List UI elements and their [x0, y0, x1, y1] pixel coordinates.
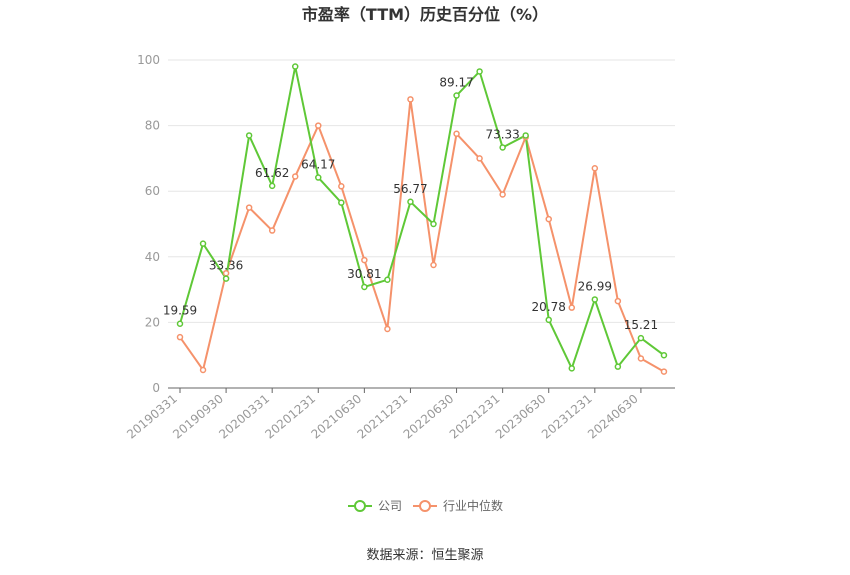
legend[interactable]: 公司 行业中位数: [348, 498, 503, 513]
series-line-1: [179, 98, 665, 373]
axes: 0 20 40 60 80 100 2019033120190930202003312020…: [124, 53, 675, 442]
y-tick-label-100: 100: [137, 53, 160, 67]
series-0-point-1: [199, 240, 207, 247]
series-0-point-2: [222, 275, 230, 282]
x-tick-label-20210630: 20210630: [309, 392, 365, 442]
series-1-point-11: [430, 261, 437, 269]
legend-industry-marker: [419, 500, 431, 512]
x-tick-label-20231231: 20231231: [539, 392, 595, 442]
series-0-point-18: [591, 296, 599, 303]
series-1-point-6: [315, 122, 322, 129]
legend-item-industry[interactable]: 行业中位数: [413, 498, 503, 513]
series-0-point-13: [476, 68, 483, 75]
y-tick-label-60: 60: [145, 184, 160, 198]
data-label-30.81: 30.81: [347, 267, 381, 281]
x-tick-label-20190331: 20190331: [124, 392, 180, 442]
data-label-19.59: 19.59: [163, 304, 197, 318]
series-1-point-16: [545, 215, 552, 223]
series-0-point-12: [453, 92, 460, 99]
series-0-point-21: [660, 351, 668, 359]
series-0-point-19: [614, 363, 622, 370]
x-tick-label-20201231: 20201231: [262, 392, 318, 442]
series-1-point-8: [361, 256, 368, 264]
legend-item-company[interactable]: 公司: [348, 499, 402, 513]
series-1-point-19: [614, 297, 622, 305]
series-0-point-8: [361, 283, 368, 291]
series-1-point-20: [637, 355, 645, 362]
data-label-56.77: 56.77: [393, 182, 427, 196]
series-1-point-18: [591, 164, 599, 172]
series-1-point-17: [568, 304, 576, 311]
grid: [168, 59, 675, 323]
data-label-15.21: 15.21: [624, 318, 658, 332]
series-1-point-9: [384, 325, 391, 333]
y-tick-label-40: 40: [145, 250, 160, 264]
data-label-33.36: 33.36: [209, 259, 243, 273]
series-0-point-17: [568, 365, 576, 372]
x-tick-label-20190930: 20190930: [170, 392, 226, 442]
y-tick-label-80: 80: [145, 119, 160, 133]
series-1-point-12: [453, 130, 460, 138]
series-1-point-4: [268, 227, 276, 234]
x-tick-label-20230630: 20230630: [493, 392, 549, 442]
series-1-point-21: [660, 368, 668, 375]
legend-company-marker: [354, 500, 366, 512]
series-0-point-0: [176, 320, 184, 327]
x-tick-label-20240630: 20240630: [585, 392, 641, 442]
y-tick-label-20: 20: [145, 315, 160, 329]
series-1-point-5: [291, 173, 299, 180]
data-label-26.99: 26.99: [578, 279, 612, 293]
data-label-73.33: 73.33: [485, 127, 519, 141]
series-0-point-10: [407, 198, 414, 206]
series-line-0: [179, 65, 665, 370]
x-tick-label-20221231: 20221231: [447, 392, 503, 442]
data-labels: 19.59 33.36 61.62 64.17 30.81 56.77 89.17 73.33…: [163, 76, 658, 333]
series-0-point-15: [522, 132, 529, 139]
legend-company-label: 公司: [378, 499, 402, 513]
data-label-20.78: 20.78: [532, 300, 566, 314]
legend-industry-label: 行业中位数: [443, 498, 503, 513]
series-0-point-11: [430, 220, 437, 228]
series-0-point-6: [315, 174, 322, 181]
series-0-point-3: [245, 132, 253, 139]
series-1-point-1: [199, 366, 207, 374]
x-tick-label-20211231: 20211231: [355, 392, 411, 442]
data-label-64.17: 64.17: [301, 158, 335, 172]
y-tick-label-0: 0: [152, 381, 160, 395]
data-label-89.17: 89.17: [439, 76, 473, 90]
series-1-point-13: [476, 155, 483, 162]
series-0-point-9: [384, 276, 391, 284]
series-points: [176, 63, 668, 375]
series-0-point-7: [338, 199, 345, 206]
series-1-point-10: [407, 96, 414, 103]
series-0-point-16: [545, 316, 552, 324]
data-label-61.62: 61.62: [255, 166, 289, 180]
series-0-point-20: [637, 334, 645, 342]
x-tick-label-20220630: 20220630: [401, 392, 457, 442]
series-0-point-14: [499, 144, 506, 151]
data-source: 数据来源：恒生聚源: [366, 548, 483, 563]
series-1-point-14: [499, 191, 506, 198]
series-0-point-5: [291, 63, 299, 70]
series-lines: [179, 65, 665, 373]
chart-title: 市盈率（TTM）历史百分位（%）: [302, 5, 548, 24]
series-0-point-4: [268, 182, 276, 190]
series-1-point-3: [245, 204, 253, 211]
series-1-point-0: [176, 333, 184, 341]
x-tick-label-20200331: 20200331: [216, 392, 272, 442]
series-1-point-7: [338, 183, 345, 190]
